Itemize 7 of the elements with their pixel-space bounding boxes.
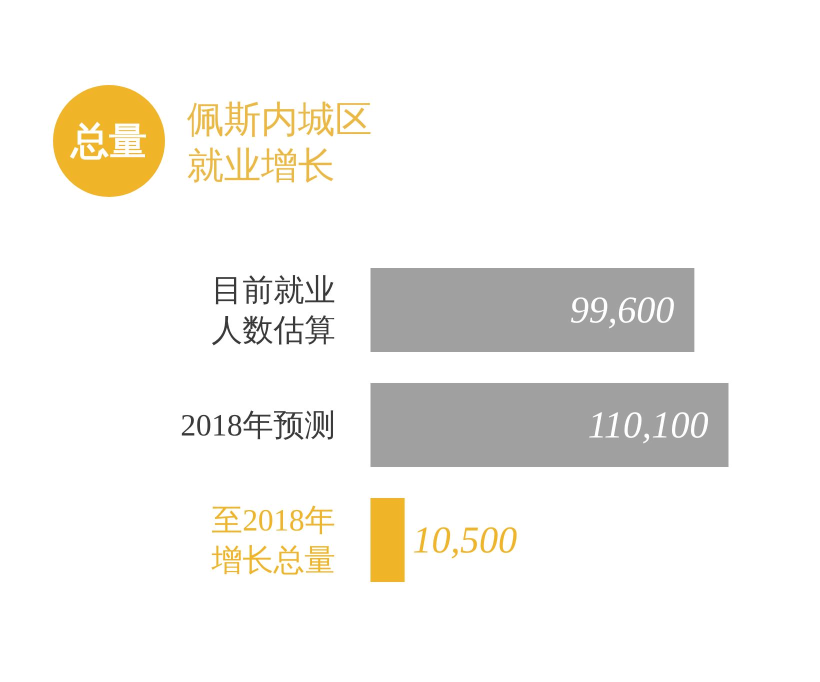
data-label: 10,500	[412, 520, 518, 562]
data-label: 99,600	[570, 290, 674, 332]
data-label: 110,100	[588, 404, 709, 446]
chart-title: 佩斯内城区就业增长	[187, 99, 373, 189]
y-tick-label: 目前就业人数估算	[212, 272, 336, 348]
y-tick-label: 2018年预测	[180, 408, 336, 442]
y-tick-label: 至2018年增长总量	[210, 502, 336, 578]
